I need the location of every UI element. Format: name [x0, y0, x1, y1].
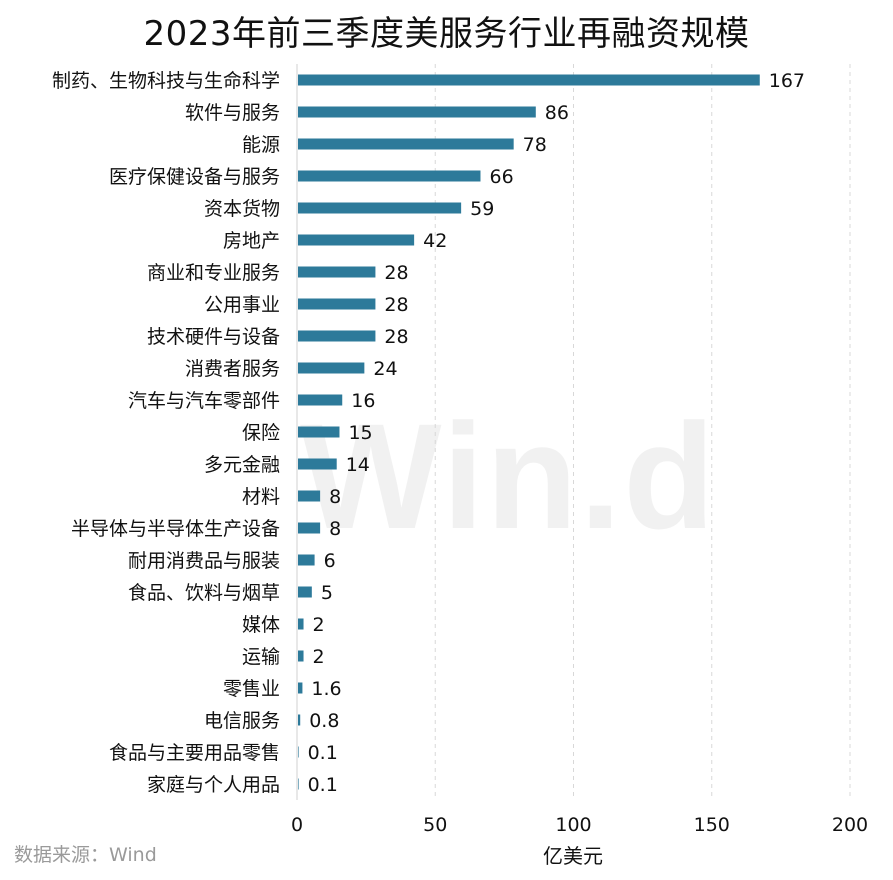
value-label: 1.6	[311, 678, 341, 700]
bar	[298, 266, 376, 278]
bar	[298, 74, 760, 86]
value-label: 14	[346, 454, 370, 476]
bars-group	[298, 74, 760, 790]
category-label: 半导体与半导体生产设备	[71, 518, 280, 540]
wind-watermark: Win.d	[300, 392, 717, 560]
x-tick-label: 200	[832, 814, 868, 836]
bar	[298, 106, 536, 118]
value-label: 15	[348, 422, 372, 444]
category-label: 公用事业	[204, 294, 280, 316]
category-label: 商业和专业服务	[147, 262, 280, 284]
value-label: 24	[373, 358, 397, 380]
bar	[298, 554, 315, 566]
category-label: 媒体	[242, 614, 280, 636]
bar	[298, 522, 321, 534]
bar	[298, 458, 337, 470]
bar	[298, 714, 301, 726]
bar	[298, 778, 299, 790]
bar	[298, 298, 376, 310]
x-axis-label: 亿美元	[543, 844, 603, 868]
value-label: 66	[489, 166, 513, 188]
category-label: 资本货物	[204, 198, 280, 220]
value-labels: 1678678665942282828241615148865221.60.80…	[308, 70, 805, 796]
category-label: 耐用消费品与服装	[128, 550, 280, 572]
category-label: 汽车与汽车零部件	[128, 390, 280, 412]
value-label: 86	[545, 102, 569, 124]
category-label: 零售业	[223, 678, 280, 700]
value-label: 28	[384, 326, 408, 348]
value-label: 8	[329, 518, 341, 540]
value-label: 78	[523, 134, 547, 156]
bar	[298, 682, 303, 694]
x-tick-label: 50	[423, 814, 447, 836]
category-label: 材料	[242, 486, 280, 508]
category-label: 制药、生物科技与生命科学	[52, 70, 280, 92]
category-label: 运输	[242, 646, 280, 668]
category-label: 医疗保健设备与服务	[109, 166, 280, 188]
category-label: 保险	[242, 422, 280, 444]
value-label: 8	[329, 486, 341, 508]
value-label: 0.1	[308, 774, 338, 796]
value-label: 0.8	[309, 710, 339, 732]
bar	[298, 490, 321, 502]
value-label: 28	[384, 294, 408, 316]
value-label: 16	[351, 390, 375, 412]
chart-title: 2023年前三季度美服务行业再融资规模	[143, 14, 750, 54]
bar	[298, 618, 304, 630]
bar	[298, 362, 365, 374]
bar	[298, 394, 343, 406]
bar	[298, 202, 462, 214]
value-label: 2	[313, 614, 325, 636]
value-label: 6	[324, 550, 336, 572]
bar	[298, 330, 376, 342]
x-tick-label: 150	[694, 814, 730, 836]
grid-lines	[296, 64, 851, 800]
x-tick-labels: 0 50 100 150 200	[291, 814, 868, 836]
value-label: 167	[769, 70, 805, 92]
category-labels: 制药、生物科技与生命科学软件与服务能源医疗保健设备与服务资本货物房地产商业和专业…	[52, 70, 280, 796]
value-label: 59	[470, 198, 494, 220]
value-label: 42	[423, 230, 447, 252]
category-label: 家庭与个人用品	[147, 774, 280, 796]
x-tick-label: 100	[555, 814, 591, 836]
category-label: 多元金融	[204, 454, 280, 476]
bar	[298, 426, 340, 438]
value-label: 0.1	[308, 742, 338, 764]
bar	[298, 586, 312, 598]
category-label: 能源	[242, 134, 280, 156]
x-tick-label: 0	[291, 814, 303, 836]
bar	[298, 746, 299, 758]
value-label: 5	[321, 582, 333, 604]
value-label: 2	[313, 646, 325, 668]
value-label: 28	[384, 262, 408, 284]
bar	[298, 234, 415, 246]
category-label: 消费者服务	[185, 358, 280, 380]
category-label: 房地产	[223, 230, 280, 252]
category-label: 食品与主要用品零售	[109, 742, 280, 764]
category-label: 软件与服务	[185, 102, 280, 124]
category-label: 技术硬件与设备	[147, 326, 280, 348]
category-label: 食品、饮料与烟草	[128, 582, 280, 604]
bar	[298, 650, 304, 662]
bar	[298, 138, 514, 150]
category-label: 电信服务	[204, 710, 280, 732]
bar	[298, 170, 481, 182]
data-source-note: 数据来源：Wind	[14, 844, 157, 866]
